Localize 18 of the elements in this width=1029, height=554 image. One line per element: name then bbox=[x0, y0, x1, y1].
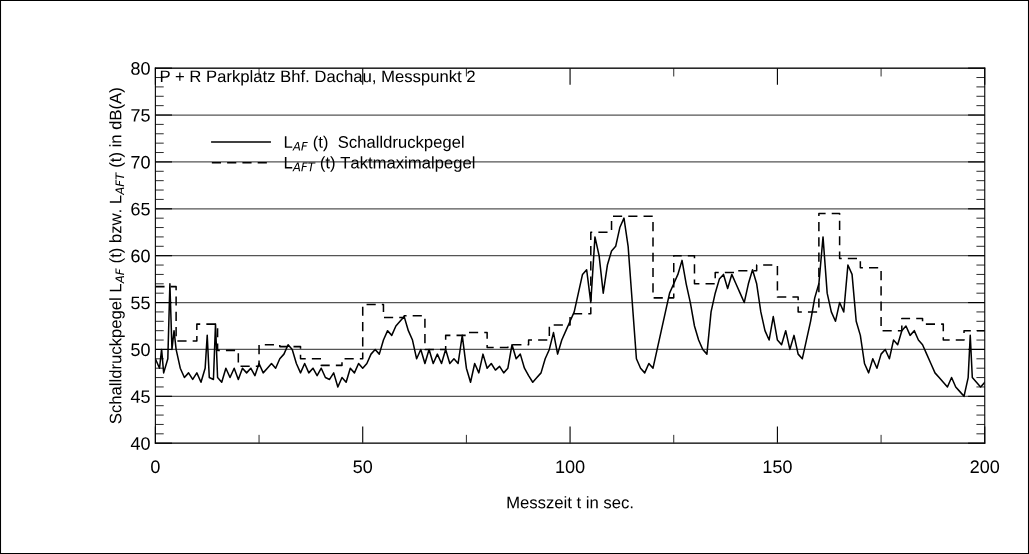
x-tick-label: 150 bbox=[763, 460, 792, 474]
y-tick-label: 40 bbox=[130, 437, 150, 450]
x-axis-title: Messzeit t in sec. bbox=[507, 496, 633, 509]
y-tick-label: 75 bbox=[131, 109, 150, 122]
y-tick-label: 70 bbox=[131, 155, 150, 169]
x-tick-label: 50 bbox=[353, 460, 373, 474]
x-tick-label: 200 bbox=[970, 460, 1000, 474]
y-tick-label: 55 bbox=[131, 296, 150, 310]
legend-label: L$_{AF}$ (t) Schalldruckpegel bbox=[284, 135, 464, 152]
y-tick-label: 60 bbox=[131, 249, 150, 263]
y-tick-label: 45 bbox=[130, 390, 150, 404]
y-tick-label: 65 bbox=[131, 202, 150, 216]
legend-label: L$_{AFT}$ (t) Taktmaximalpegel bbox=[284, 156, 475, 172]
x-tick-label: 0 bbox=[151, 460, 160, 474]
y-tick-label: 50 bbox=[131, 343, 150, 357]
x-tick-label: 100 bbox=[556, 460, 585, 474]
y-tick-label: 80 bbox=[131, 62, 150, 75]
y-axis-title: Schalldruckpegel L$_{AF}$ (t) bzw. L$_{AFT}$ (t) in dB(A) bbox=[109, 88, 125, 424]
